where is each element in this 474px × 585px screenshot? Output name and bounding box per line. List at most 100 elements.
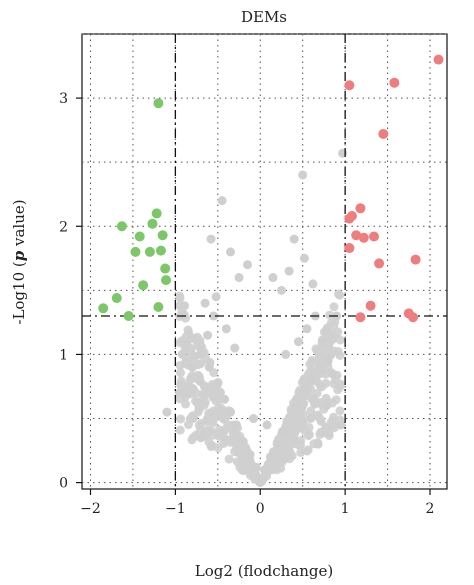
y-axis-label-suffix: value): [10, 199, 28, 250]
ns-point: [251, 462, 261, 472]
ns-point: [325, 310, 335, 320]
ns-point: [324, 428, 334, 438]
x-axis-label: Log2 (flodchange): [195, 562, 333, 580]
ns-point: [224, 454, 234, 464]
down-regulated-point: [161, 275, 172, 286]
ns-point: [176, 414, 186, 424]
significant-points: [98, 54, 444, 323]
up-regulated-point: [378, 128, 389, 139]
ns-point: [316, 427, 326, 437]
ns-point: [289, 234, 299, 244]
ns-point: [181, 399, 191, 409]
ns-point: [214, 431, 224, 441]
ns-point: [186, 346, 196, 356]
ns-point: [231, 420, 241, 430]
ns-point: [299, 399, 309, 409]
ns-point: [336, 420, 346, 430]
ns-point: [328, 420, 338, 430]
ns-point: [321, 401, 331, 411]
ns-point: [203, 330, 213, 340]
ns-point: [306, 406, 316, 416]
axis-ticks: −2 −1 0 1 2 0 1 2 3: [59, 91, 434, 517]
ns-point: [284, 266, 294, 276]
ns-point: [226, 247, 236, 257]
ns-point: [268, 273, 278, 283]
up-regulated-point: [358, 232, 369, 243]
down-regulated-point: [153, 302, 164, 312]
ns-point: [180, 358, 190, 368]
y-axis-label: -Log10 (p value): [10, 199, 28, 324]
ns-point: [276, 285, 286, 295]
ns-point: [205, 388, 215, 398]
ns-point: [238, 437, 248, 447]
ns-point: [234, 273, 244, 283]
ns-point: [298, 388, 308, 398]
x-tick-label: −1: [165, 501, 186, 517]
ns-point: [210, 409, 220, 419]
ns-point: [323, 356, 333, 366]
ns-point: [193, 407, 203, 417]
ns-point: [310, 396, 320, 406]
down-regulated-point: [155, 245, 166, 256]
ns-point: [230, 343, 240, 353]
ns-point: [279, 426, 289, 436]
ns-point: [231, 435, 241, 445]
ns-point: [185, 374, 195, 384]
ns-point: [333, 385, 343, 395]
up-regulated-point: [355, 312, 366, 323]
down-regulated-point: [153, 98, 164, 109]
ns-point: [187, 362, 197, 372]
ns-point: [333, 346, 343, 356]
ns-point: [306, 375, 316, 385]
ns-point: [175, 388, 185, 398]
down-regulated-point: [147, 218, 158, 229]
ns-point: [162, 407, 172, 417]
ns-point: [196, 418, 206, 428]
ns-point: [200, 298, 210, 308]
ns-point: [188, 355, 198, 365]
ns-point: [319, 337, 329, 347]
ns-point: [260, 465, 269, 475]
up-regulated-point: [408, 312, 419, 323]
ns-point: [255, 475, 265, 485]
ns-point: [327, 369, 337, 379]
ns-point: [226, 407, 236, 417]
ns-point: [322, 323, 332, 333]
ns-point: [176, 368, 186, 378]
ns-point: [204, 362, 214, 372]
ns-point: [281, 349, 291, 359]
ns-point: [175, 425, 185, 435]
ns-point: [326, 349, 336, 359]
x-tick-label: 1: [341, 501, 350, 517]
up-regulated-point: [365, 300, 376, 311]
ns-point: [211, 292, 221, 302]
ns-point: [305, 367, 315, 377]
ns-point: [206, 234, 216, 244]
ns-point: [243, 260, 253, 270]
ns-point: [329, 302, 339, 312]
y-tick-label: 1: [59, 347, 68, 363]
threshold-lines: [82, 34, 447, 489]
ns-point: [307, 355, 317, 365]
ns-point: [291, 401, 301, 411]
up-regulated-point: [344, 80, 355, 91]
ns-point: [278, 447, 288, 457]
ns-point: [321, 393, 331, 403]
ns-point: [209, 311, 219, 321]
down-regulated-point: [134, 231, 145, 242]
ns-point: [293, 337, 303, 347]
ns-point: [270, 461, 280, 471]
ns-point: [216, 403, 226, 413]
non-significant-points: [162, 148, 348, 488]
ns-point: [285, 414, 295, 424]
y-tick-label: 0: [59, 476, 68, 492]
ns-point: [218, 413, 228, 423]
down-regulated-point: [144, 246, 155, 257]
ns-point: [175, 293, 185, 303]
ns-point: [248, 414, 258, 424]
ns-point: [220, 394, 230, 404]
y-tick-label: 2: [59, 219, 68, 235]
x-tick-label: 0: [256, 501, 265, 517]
ns-point: [292, 414, 302, 424]
